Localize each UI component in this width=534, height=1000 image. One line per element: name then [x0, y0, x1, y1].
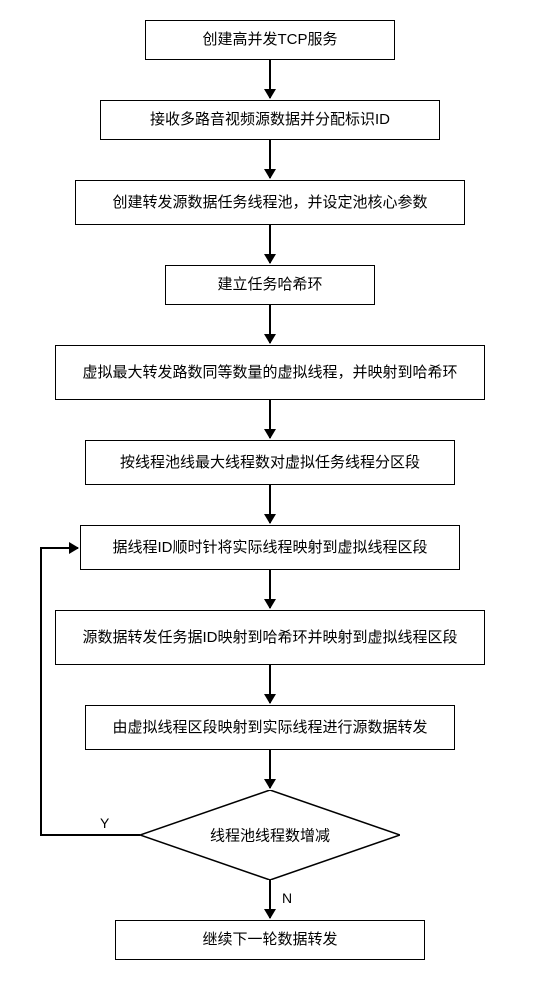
node-n10: 线程池线程数增减 — [140, 790, 400, 880]
node-label: 创建转发源数据任务线程池，并设定池核心参数 — [112, 193, 427, 213]
node-label: 据线程ID顺时针将实际线程映射到虚拟线程区段 — [112, 538, 427, 558]
edge-loop-seg1 — [40, 834, 140, 836]
node-n1: 创建高并发TCP服务 — [145, 20, 395, 60]
edge-n7-n8 — [269, 570, 271, 608]
edge-loop-seg2 — [40, 547, 42, 836]
node-n3: 创建转发源数据任务线程池，并设定池核心参数 — [75, 180, 465, 225]
edge-n6-n7 — [269, 485, 271, 523]
node-label: 源数据转发任务据ID映射到哈希环并映射到虚拟线程区段 — [82, 628, 457, 648]
node-label: 线程池线程数增减 — [210, 825, 330, 846]
node-n8: 源数据转发任务据ID映射到哈希环并映射到虚拟线程区段 — [55, 610, 485, 665]
node-n2: 接收多路音视频源数据并分配标识ID — [100, 100, 440, 140]
node-label: 继续下一轮数据转发 — [202, 930, 337, 950]
edge-n9-n10 — [269, 750, 271, 788]
node-label: 接收多路音视频源数据并分配标识ID — [150, 110, 390, 130]
node-n9: 由虚拟线程区段映射到实际线程进行源数据转发 — [85, 705, 455, 750]
edge-label-y: Y — [100, 815, 109, 831]
edge-n1-n2 — [269, 60, 271, 98]
node-label: 按线程池线最大线程数对虚拟任务线程分区段 — [120, 453, 420, 473]
edge-n10-n11 — [269, 880, 271, 918]
edge-n8-n9 — [269, 665, 271, 703]
node-n4: 建立任务哈希环 — [165, 265, 375, 305]
node-label: 建立任务哈希环 — [217, 275, 322, 295]
edge-n4-n5 — [269, 305, 271, 343]
node-label: 创建高并发TCP服务 — [202, 30, 337, 50]
edge-n3-n4 — [269, 225, 271, 263]
edge-n2-n3 — [269, 140, 271, 178]
node-n6: 按线程池线最大线程数对虚拟任务线程分区段 — [85, 440, 455, 485]
node-n5: 虚拟最大转发路数同等数量的虚拟线程，并映射到哈希环 — [55, 345, 485, 400]
edge-n5-n6 — [269, 400, 271, 438]
edge-loop-seg3 — [40, 547, 78, 549]
node-n11: 继续下一轮数据转发 — [115, 920, 425, 960]
edge-label-n: N — [282, 890, 292, 906]
node-label: 虚拟最大转发路数同等数量的虚拟线程，并映射到哈希环 — [82, 363, 457, 383]
node-label: 由虚拟线程区段映射到实际线程进行源数据转发 — [112, 718, 427, 738]
node-n7: 据线程ID顺时针将实际线程映射到虚拟线程区段 — [80, 525, 460, 570]
